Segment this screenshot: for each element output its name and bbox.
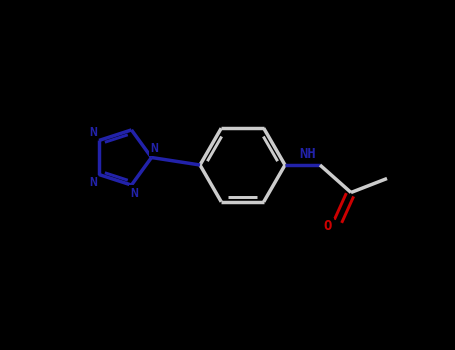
Text: N: N [130, 187, 138, 199]
Text: N: N [89, 176, 97, 189]
Text: N: N [89, 126, 97, 139]
Text: NH: NH [299, 147, 316, 161]
Text: O: O [324, 219, 332, 233]
Text: N: N [150, 142, 158, 155]
